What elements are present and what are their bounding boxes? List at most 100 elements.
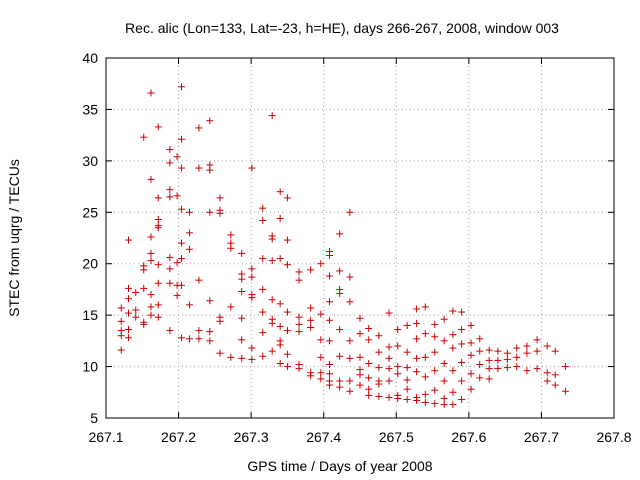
data-point [154,313,162,321]
data-point [124,284,132,292]
data-point [276,255,284,263]
data-point [403,348,411,356]
data-point [154,279,162,287]
data-point [216,194,224,202]
data-point [551,347,559,355]
data-point [177,281,185,289]
data-point [154,194,162,202]
data-point [206,166,214,174]
data-point [268,319,276,327]
data-point [317,260,325,268]
data-point [154,224,162,232]
data-point [440,359,448,367]
data-point [375,332,383,340]
data-point [476,361,484,369]
data-point [295,328,303,336]
x-tick-label: 267.4 [306,429,341,445]
data-point [375,348,383,356]
y-axis-ticks: 5 10 15 20 25 30 35 40 [82,50,614,426]
data-point [140,284,148,292]
data-point [259,285,267,293]
data-point [543,377,551,385]
data-point [147,303,155,311]
data-point [317,353,325,361]
data-point [431,348,439,356]
data-point [336,377,344,385]
data-point [413,335,421,343]
data-point [124,295,132,303]
data-point [346,273,354,281]
data-point [276,188,284,196]
data-point [413,354,421,362]
data-point [365,391,373,399]
data-point [476,347,484,355]
data-point [346,354,354,362]
data-point [124,326,132,334]
x-tick-label: 267.3 [234,429,269,445]
data-point [413,319,421,327]
data-point [317,336,325,344]
data-point [166,159,174,167]
data-point [216,349,224,357]
data-point [440,401,448,409]
data-point [132,306,140,314]
data-point [238,314,246,322]
data-point [336,230,344,238]
data-point [403,376,411,384]
data-point [117,332,125,340]
data-point [336,352,344,360]
data-point [449,331,457,339]
data-point [248,344,256,352]
data-point [431,333,439,341]
data-point [413,397,421,405]
data-point [336,290,344,298]
data-point [551,381,559,389]
data-point [147,175,155,183]
data-point [268,112,276,120]
data-point [147,233,155,241]
data-point [403,364,411,372]
data-point [248,294,256,302]
data-point [394,363,402,371]
data-point [166,254,174,262]
data-point [283,236,291,244]
data-point [147,257,155,265]
data-point [166,327,174,335]
data-point [166,193,174,201]
data-point [117,346,125,354]
data-point [336,267,344,275]
data-point [485,346,493,354]
data-point [485,365,493,373]
data-point [206,208,214,216]
data-point [458,308,466,316]
data-point [503,349,511,357]
data-point [195,276,203,284]
data-point [283,308,291,316]
data-point [467,321,475,329]
x-tick-label: 267.5 [379,429,414,445]
data-point [248,265,256,273]
data-point [295,313,303,321]
data-point [283,327,291,335]
data-point [276,359,284,367]
data-point [206,328,214,336]
data-point [154,123,162,131]
data-point [365,336,373,344]
data-point [449,344,457,352]
data-point [177,135,185,143]
data-point [467,385,475,393]
data-point [403,321,411,329]
data-point [449,367,457,375]
data-point [147,311,155,319]
data-point [276,300,284,308]
y-tick-label: 40 [82,50,98,66]
data-point [543,342,551,350]
y-tick-label: 30 [82,153,98,169]
data-point [177,164,185,172]
data-point [276,341,284,349]
data-point [185,245,193,253]
data-point [356,330,364,338]
y-tick-label: 15 [82,307,98,323]
